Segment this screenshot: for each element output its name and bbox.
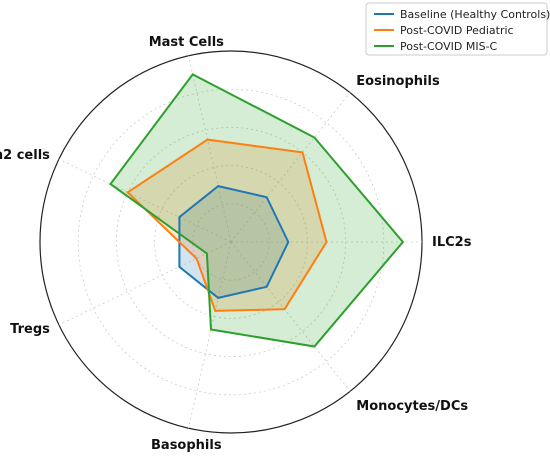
grid-spoke xyxy=(230,92,351,243)
series-area xyxy=(110,74,403,347)
grid-spoke xyxy=(188,241,232,429)
grid-spoke xyxy=(188,55,232,243)
category-label: Th2 cells xyxy=(0,148,50,163)
legend-box xyxy=(365,2,548,56)
grid-circle xyxy=(77,88,385,396)
grid-spoke xyxy=(58,241,232,326)
series-area xyxy=(179,186,289,298)
legend-entry-label: Post-COVID MIS-C xyxy=(400,40,498,53)
grid-layer xyxy=(39,50,423,434)
grid-circle xyxy=(116,127,346,357)
grid-spoke xyxy=(58,158,232,243)
category-label: Mast Cells xyxy=(149,35,224,50)
category-label: Eosinophils xyxy=(356,74,440,89)
category-label: Tregs xyxy=(10,322,50,337)
axis-label-layer: ILC2s Eosinophils Mast Cells Th2 cells Tregs… xyxy=(0,35,472,453)
grid-spoke xyxy=(230,241,351,392)
series-line xyxy=(126,138,328,312)
category-label: Monocytes/DCs xyxy=(356,399,468,414)
legend-entry-label: Baseline (Healthy Controls) xyxy=(400,8,550,21)
category-label: Basophils xyxy=(151,438,222,453)
legend-entry-label: Post-COVID Pediatric xyxy=(400,24,514,37)
series-line xyxy=(109,73,405,348)
series-layer xyxy=(109,73,405,348)
category-label: ILC2s xyxy=(432,235,472,250)
legend: Baseline (Healthy Controls) Post-COVID Pe… xyxy=(365,2,550,56)
grid-circle xyxy=(192,203,270,281)
